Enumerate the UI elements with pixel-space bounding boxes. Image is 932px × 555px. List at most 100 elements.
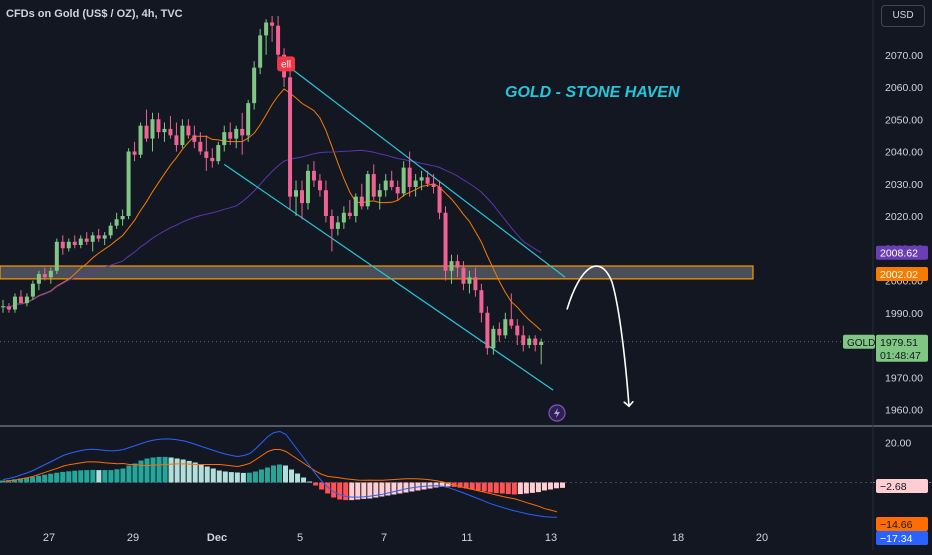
candle [85, 232, 89, 245]
candle [378, 184, 382, 210]
price-tick-label: 1970.00 [885, 372, 923, 384]
price-tick-label: 2050.00 [885, 114, 923, 126]
candle-body [7, 306, 11, 309]
candle-body [127, 152, 131, 217]
candle-body [145, 126, 149, 139]
candle-body [246, 103, 250, 135]
macd-histogram-bar [157, 457, 162, 483]
candle [25, 293, 29, 306]
time-axis-label: 27 [43, 532, 55, 544]
candle-body [133, 152, 137, 155]
candle-body [485, 313, 489, 348]
candle [360, 184, 364, 210]
macd-histogram-bar [66, 471, 71, 482]
macd-histogram-bar [151, 458, 156, 483]
last-price-badge: 1979.51 [880, 337, 918, 349]
candle [151, 113, 155, 152]
candle-body [151, 119, 155, 138]
candle-body [306, 171, 310, 203]
candle [139, 122, 143, 157]
time-axis-label: 13 [545, 532, 557, 544]
candle [67, 239, 71, 252]
candle-body [408, 168, 412, 187]
candle [521, 326, 525, 352]
macd-histogram-bar [500, 483, 505, 494]
forecast-arrow[interactable] [567, 266, 629, 406]
candle [354, 193, 358, 222]
candle-body [37, 274, 41, 284]
candle [210, 148, 214, 167]
macd-histogram-bar [30, 477, 35, 483]
candle [336, 216, 340, 235]
candle-body [515, 326, 519, 336]
macd-histogram-bar [223, 472, 228, 483]
candle [13, 293, 17, 312]
countdown-badge: 01:48:47 [880, 350, 921, 362]
candle-body [444, 213, 448, 271]
macd-histogram-bar [295, 474, 300, 483]
candle-body [378, 190, 382, 196]
candle-body [342, 213, 346, 223]
candle [19, 290, 23, 303]
candle-body [336, 222, 340, 228]
macd-histogram-bar [132, 464, 137, 483]
resistance-zone[interactable] [0, 266, 753, 279]
candle [485, 306, 489, 354]
candle [288, 71, 292, 210]
candle [145, 110, 149, 142]
macd-tick-label: 20.00 [885, 438, 911, 450]
candle [497, 322, 501, 341]
macd-histogram-bar [512, 483, 517, 495]
macd-histogram-bar [343, 483, 348, 501]
macd-histogram-bar [205, 467, 210, 483]
macd-histogram-bar [488, 483, 493, 493]
candle [91, 232, 95, 251]
candle-body [139, 126, 143, 155]
macd-histogram-bar [54, 473, 59, 483]
candle-body [426, 177, 430, 183]
candle-body [288, 77, 292, 196]
macd-histogram-badge: −2.68 [880, 481, 907, 493]
slow-moving-average-line [3, 150, 541, 308]
macd-histogram-bar [476, 483, 481, 491]
candle [7, 303, 11, 313]
candle [180, 119, 184, 148]
macd-histogram-bar [277, 465, 282, 483]
candle-body [324, 190, 328, 216]
macd-histogram-bar [524, 483, 529, 494]
candle [127, 148, 131, 219]
candle-body [234, 129, 238, 139]
ma-slow-price-badge: 2008.62 [880, 248, 918, 260]
price-tick-label: 2030.00 [885, 179, 923, 191]
candle-body [162, 129, 166, 132]
candle-body [461, 268, 465, 284]
candle [246, 100, 250, 142]
macd-histogram-bar [193, 463, 198, 483]
candle-body [360, 197, 364, 207]
symbol-title[interactable]: CFDs on Gold (US$ / OZ), 4h, TVC [6, 8, 183, 20]
candle [318, 174, 322, 197]
macd-histogram-bar [470, 483, 475, 490]
watermark-text: GOLD - STONE HAVEN [505, 84, 680, 102]
candle [479, 284, 483, 323]
candle [216, 142, 220, 165]
candle-body [509, 319, 513, 325]
candle-body [366, 174, 370, 206]
candle-body [497, 329, 501, 335]
candle-body [503, 319, 507, 335]
macd-histogram-bar [271, 466, 276, 483]
macd-histogram-bar [90, 470, 95, 483]
candle-body [67, 242, 71, 248]
candle [222, 126, 226, 152]
candle [31, 281, 35, 300]
candle-body [216, 145, 220, 161]
candle-body [121, 216, 125, 219]
macd-histogram-bar [313, 483, 318, 486]
macd-histogram-bar [542, 483, 547, 491]
macd-histogram-bar [199, 465, 204, 483]
macd-histogram-bar [145, 459, 150, 483]
currency-button[interactable]: USD [881, 5, 925, 27]
macd-histogram-bar [78, 470, 83, 482]
price-tick-label: 2040.00 [885, 147, 923, 159]
